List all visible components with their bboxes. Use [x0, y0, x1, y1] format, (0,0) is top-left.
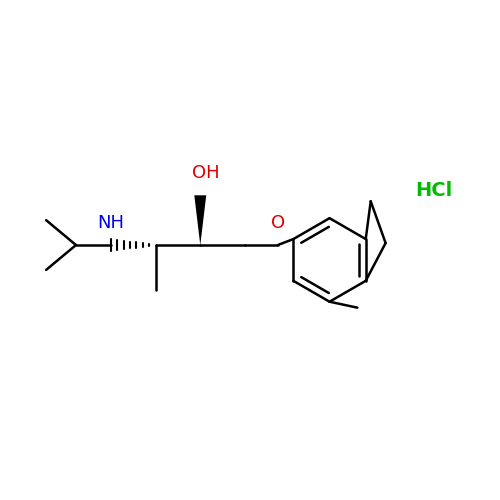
Text: O: O: [271, 214, 285, 232]
Text: HCl: HCl: [416, 181, 453, 200]
Polygon shape: [194, 196, 206, 245]
Text: OH: OH: [192, 164, 220, 182]
Text: NH: NH: [98, 214, 124, 232]
